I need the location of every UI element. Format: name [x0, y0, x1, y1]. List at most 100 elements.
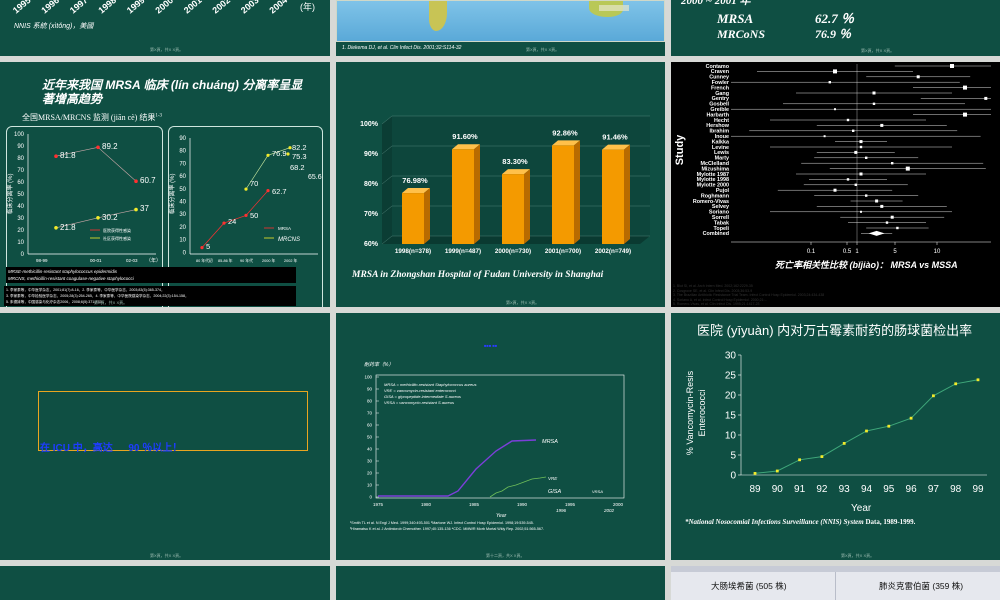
effect-box	[891, 162, 894, 165]
ytick: 100%	[360, 121, 379, 128]
bar	[552, 145, 574, 244]
slide-title: 医院 (yīyuàn) 内对万古霉素耐药的肠球菌检出率	[697, 323, 973, 338]
slide-8[interactable]: ■■■ ■■ 耐药率（%） 100 90 80 70 60 50 40 30 20 10 0 MRS…	[336, 313, 665, 560]
legend-entry: MRSA = methicillin-resistant Staphylococ…	[384, 382, 476, 387]
subtitle-sup: 1-3	[155, 113, 163, 119]
gridline	[381, 235, 393, 245]
ref-line: 4. Soriano A, et al. Infect Control Hosp…	[673, 297, 768, 302]
point-mrcns	[288, 146, 292, 150]
bar	[602, 149, 624, 244]
value-label: 82.2	[292, 143, 307, 152]
col-divider	[835, 572, 836, 600]
effect-box	[854, 150, 858, 154]
data-point	[798, 458, 801, 462]
effect-box	[885, 221, 889, 224]
slide-6[interactable]: Study Contamo Craven Cunney Fowler French Gan…	[671, 62, 1000, 307]
value-label: 50	[250, 211, 258, 220]
xtick: 1	[855, 249, 859, 255]
left-ylabel: 临床分离率 (%)	[6, 173, 14, 214]
year-tick: 1996	[39, 0, 61, 16]
slide-4[interactable]: 近年来我国 MRSA 临床 (lín chuáng) 分离率呈显著增高趋势 全国…	[0, 62, 330, 307]
year-tick: 2004	[267, 0, 289, 16]
value-label: 75.3	[292, 152, 307, 161]
ytick: 70%	[364, 211, 379, 218]
ytick: 20	[17, 228, 24, 234]
rate-label: MRCoNS	[717, 27, 766, 41]
study-label: Roghmann	[701, 193, 729, 199]
effect-box	[880, 123, 884, 127]
effect-box	[963, 85, 967, 90]
xtick: 5	[893, 249, 897, 255]
xtick: 2000	[613, 502, 624, 507]
effect-box	[828, 81, 831, 84]
ref-line: 5. 朱德妹等，中国感染与化疗杂志2006，2008;6(5):371-379	[6, 300, 102, 304]
data-point	[775, 469, 779, 473]
xtick: 91	[794, 484, 806, 495]
line-mrsa	[201, 190, 269, 248]
rate-label: MRSA	[717, 11, 754, 26]
study-label: Romero-Vivas	[693, 199, 729, 205]
effect-box	[859, 145, 863, 149]
slide-9[interactable]: 医院 (yīyuàn) 内对万古霉素耐药的肠球菌检出率 % Vancomycin…	[671, 313, 1000, 560]
bar-value-label: 83.30%	[502, 157, 528, 166]
study-label: Gang	[715, 91, 729, 97]
value-label: 70	[250, 179, 258, 188]
legend-mrsa: MRSA	[278, 226, 291, 231]
study-label: Soriano	[709, 210, 730, 216]
ytick: 60%	[364, 241, 379, 248]
slide-3[interactable]: 2000 ~ 2001 年 MRSA 62.7 ％ MRCoNS 76.9 ％ 第X…	[671, 0, 1000, 56]
legend-entry: VRSA = vancomycin-resistant S aureus	[384, 400, 454, 405]
ytick: 10	[179, 238, 186, 244]
study-label: McClelland	[701, 161, 729, 167]
study-label: Selvey	[712, 204, 729, 210]
ytick: 90	[179, 136, 186, 142]
slide-footer: 第X頁，共X X頁。	[506, 300, 540, 305]
xtick: 98-99	[36, 258, 48, 263]
slide-11[interactable]	[336, 566, 665, 600]
ref-line: 3. 李家泰等，中华检验医学杂志，2005;28(3):254-265，4. 李…	[6, 294, 189, 298]
bar-side	[524, 169, 530, 244]
ref-line: 5. Romero-Vivas, et al. Clin Infect Dis.…	[673, 302, 760, 306]
study-label: Craven	[711, 69, 729, 75]
slide-footer: 第X頁，共X X頁。	[526, 47, 560, 52]
ytick: 100	[14, 132, 25, 138]
slide-12[interactable]: 大肠埃希菌 (505 株) 肺炎克雷伯菌 (359 株)	[671, 566, 1000, 600]
slide-10[interactable]	[0, 566, 330, 600]
col-header-ecoli: 大肠埃希菌 (505 株)	[711, 581, 787, 591]
refs-box: 1. 李家泰等，中华医学杂志，2001;81(7):8-16，2. 李家泰等，中…	[4, 286, 296, 306]
category-label: 1998(n=378)	[395, 248, 431, 255]
effect-box	[875, 199, 879, 203]
slide-7[interactable]: 在 ICU 中，高达 90 ％以上！ 第X頁，共X X頁。	[0, 313, 330, 560]
bar-side	[424, 188, 430, 244]
legend-hospital: 医院获得性感染	[103, 227, 131, 233]
point-hospital	[134, 179, 138, 183]
ytick: 50	[17, 192, 24, 198]
rate-value: 62.7 ％	[815, 11, 855, 26]
gridline	[381, 145, 393, 155]
slide-1[interactable]: 1995 1996 1997 1998 1999 2000 2001 2002 2003 2004…	[0, 0, 330, 56]
icu-text: 在 ICU 中，高达 90 ％以上！	[40, 443, 183, 454]
mrsa-trend-line	[378, 439, 537, 497]
ytick: 20	[367, 471, 373, 476]
forest-axis-label: Study	[674, 134, 686, 165]
point-community	[54, 226, 58, 230]
effect-box	[865, 156, 868, 159]
slide-2[interactable]: 1. Diekema DJ, et al. Clin Infect Dis. 2…	[336, 0, 665, 56]
xtick: 00-01	[90, 258, 102, 263]
bar-top	[452, 144, 480, 150]
xtick: 0.1	[807, 249, 816, 255]
point-mrcns	[286, 152, 290, 156]
caption-italic: *National Nosocomial Infections Surveill…	[685, 518, 864, 526]
slide-footer: 第X頁，共X X頁。	[861, 48, 895, 53]
ytick: 30	[179, 212, 186, 218]
study-label: Lewis	[714, 150, 729, 156]
bar-top	[552, 140, 580, 146]
slide-5[interactable]: 60% 70% 80% 90% 100% 76.98% 1998(n=378) 91.60%…	[336, 62, 665, 307]
slide-1-axis: 1995 1996 1997 1998 1999 2000 2001 2002 2003 2004…	[11, 0, 315, 16]
mrsa-bar-chart: 60% 70% 80% 90% 100% 76.98% 1998(n=378) 91.60%…	[360, 115, 650, 255]
xtick: 02-03	[126, 258, 138, 263]
year-unit: (年)	[300, 1, 315, 12]
legend-entry: GISA = glycopeptide-intermediate S aureu…	[384, 394, 461, 399]
study-label: Topeli	[714, 226, 730, 232]
effect-box	[880, 204, 884, 208]
